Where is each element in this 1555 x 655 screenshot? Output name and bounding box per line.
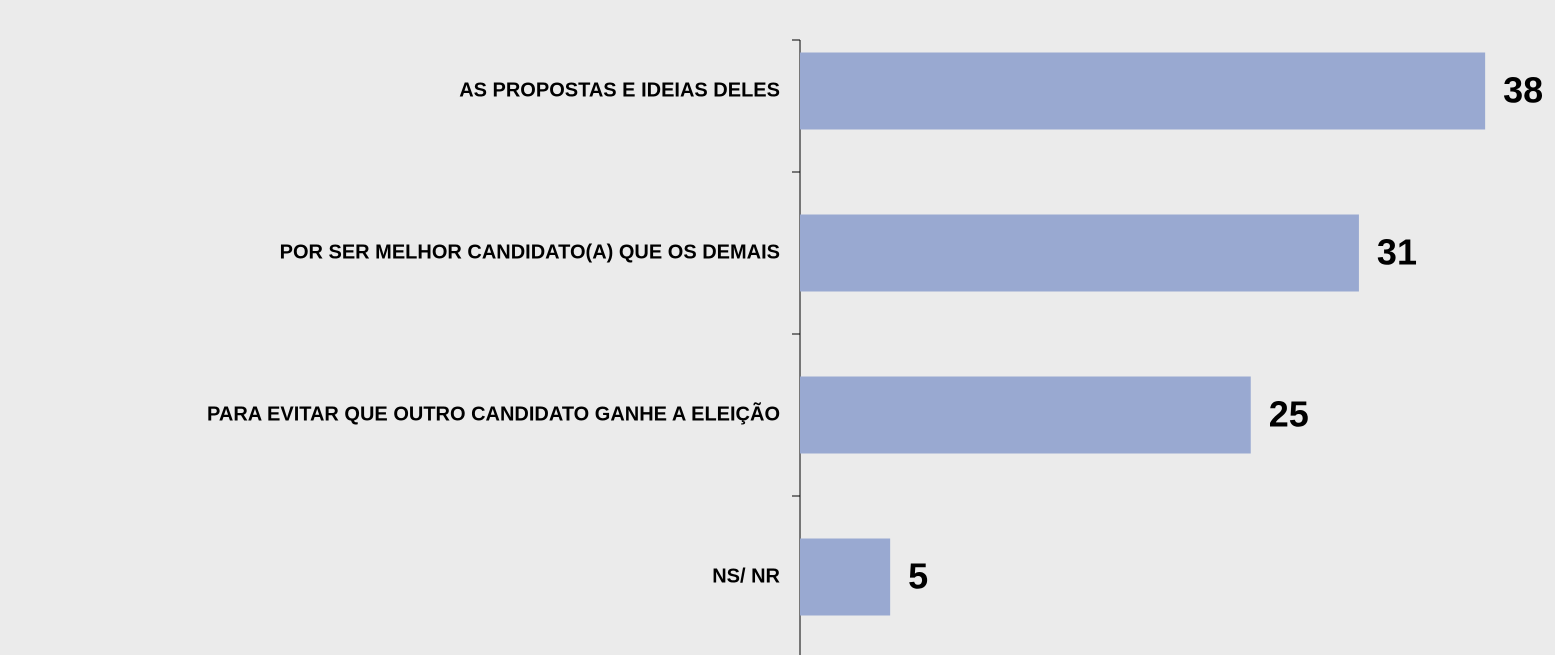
data-label: 31 — [1377, 232, 1417, 273]
bar — [800, 52, 1486, 130]
data-label: 38 — [1503, 70, 1543, 111]
category-label: AS PROPOSTAS E IDEIAS DELES — [459, 79, 780, 101]
category-label: NS/ NR — [712, 565, 780, 587]
data-label: 5 — [908, 556, 928, 597]
category-label: PARA EVITAR QUE OUTRO CANDIDATO GANHE A … — [207, 402, 780, 425]
bar — [800, 214, 1359, 292]
category-label: POR SER MELHOR CANDIDATO(A) QUE OS DEMAI… — [280, 241, 780, 263]
bar — [800, 538, 891, 616]
bar — [800, 376, 1251, 454]
data-label: 25 — [1269, 394, 1309, 435]
